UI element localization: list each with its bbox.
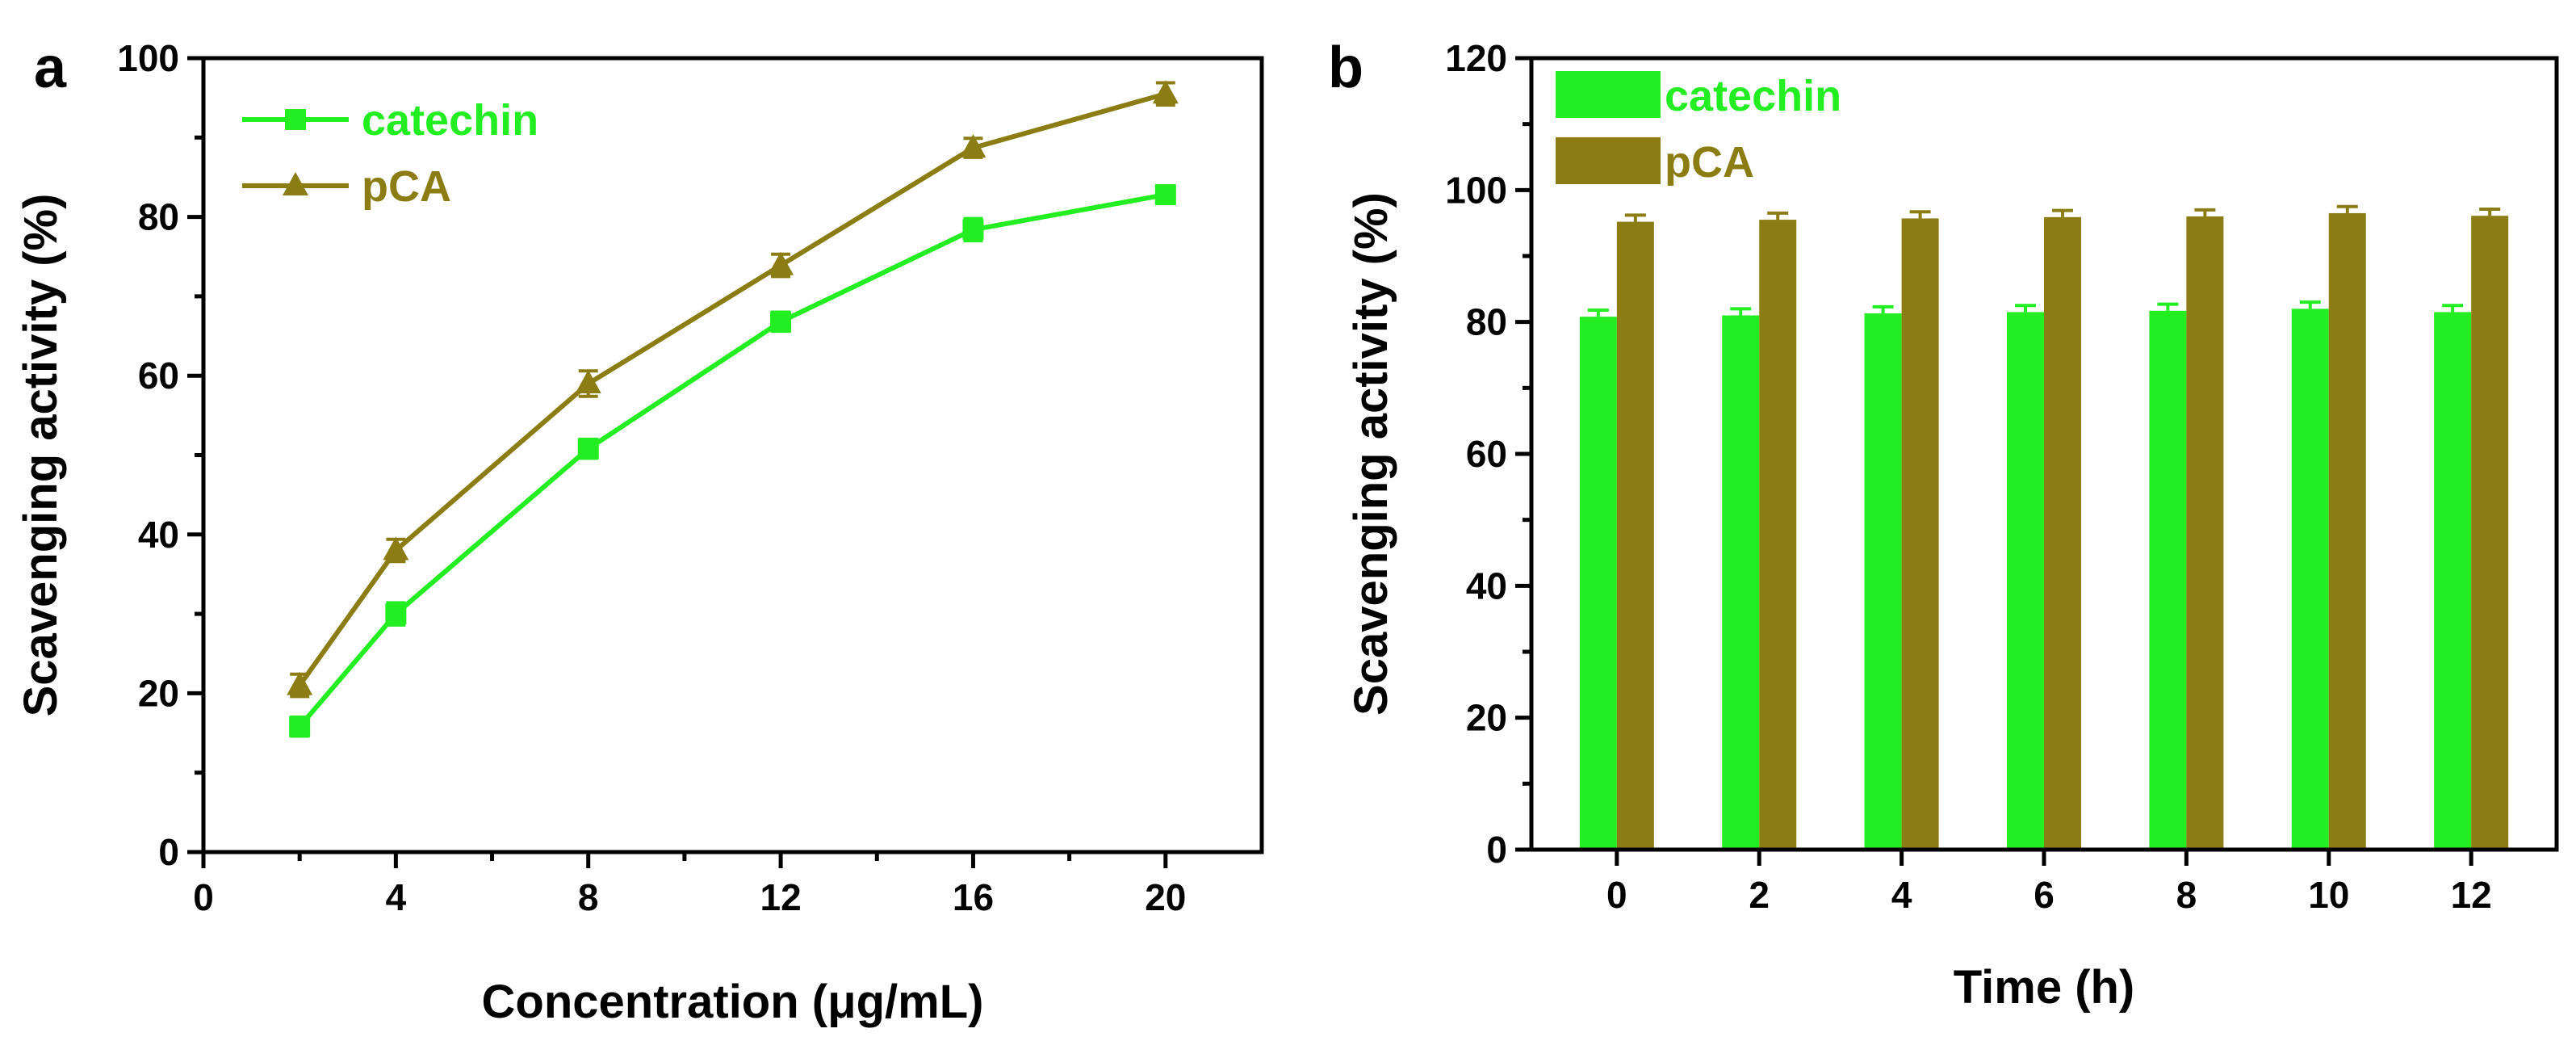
data-point-square [1154,184,1176,206]
data-point-square [770,311,792,333]
bar-pCA [1616,221,1654,850]
bar-pCA [1759,220,1797,850]
bar-catechin [1579,317,1617,850]
x-tick-label: 8 [578,876,599,918]
y-tick-label: 100 [117,37,179,79]
y-tick-label: 20 [1466,697,1507,739]
y-axis-label: Scavenging activity (%) [15,194,67,717]
x-tick-label: 0 [193,876,214,918]
series-line-pCA [297,91,1167,687]
bar-pCA [2186,216,2224,850]
x-tick-label: 16 [953,876,994,918]
y-tick-label: 60 [138,355,179,397]
x-tick-label: 4 [386,876,407,918]
y-tick-label: 80 [138,196,179,238]
y-tick-label: 40 [138,514,179,556]
panel-label-a: a [34,36,67,100]
legend-marker-square [285,109,306,130]
y-axis-label: Scavenging activity (%) [1345,192,1397,716]
x-axis-label: Concentration (μg/mL) [482,976,984,1028]
data-point-triangle [768,251,794,275]
data-point-square [577,438,599,460]
legend-swatch-catechin [1556,71,1661,118]
y-tick-label: 0 [158,831,179,873]
legend-label-pCA: pCA [1665,138,1754,187]
panel-label-b: b [1328,36,1363,100]
x-tick-label: 4 [1891,874,1912,916]
y-tick-label: 100 [1445,169,1507,211]
bar-catechin [2149,310,2187,850]
y-tick-label: 60 [1466,433,1507,475]
legend-label-catechin: catechin [1665,72,1841,120]
legend-marker-triangle [283,172,308,195]
x-tick-label: 8 [2176,874,2197,916]
y-tick-label: 20 [138,672,179,714]
bar-catechin [2007,312,2044,850]
bar-catechin [1722,315,1760,850]
data-point-triangle [383,536,409,560]
x-tick-label: 12 [2451,874,2492,916]
bar-catechin [1864,313,1902,850]
y-tick-label: 0 [1486,829,1507,871]
legend-label-pCA: pCA [362,162,451,211]
bar-pCA [2471,216,2509,850]
x-tick-label: 0 [1606,874,1627,916]
data-point-triangle [575,370,601,394]
legend-swatch-pCA [1556,137,1661,184]
bar-catechin [2291,309,2329,850]
x-tick-label: 2 [1749,874,1770,916]
x-tick-label: 20 [1145,876,1186,918]
data-point-square [385,603,407,625]
y-tick-label: 120 [1445,37,1507,79]
data-point-triangle [287,671,313,695]
bar-pCA [2328,212,2366,850]
x-axis-label: Time (h) [1954,961,2135,1014]
x-tick-label: 6 [2034,874,2055,916]
bar-pCA [2044,216,2081,850]
data-point-square [289,716,311,737]
data-point-triangle [960,134,986,158]
bar-pCA [1901,218,1939,850]
x-tick-label: 10 [2308,874,2349,916]
bar-catechin [2434,312,2472,850]
panel-a-line-chart: a 0 4 8 12 16 20 0 20 40 60 80 100 Concentration (μg/… [15,36,1264,1028]
series-line-catechin [297,192,1167,728]
y-tick-label: 40 [1466,565,1507,607]
data-point-triangle [1152,80,1179,104]
data-point-square [962,219,984,241]
x-tick-label: 12 [760,876,802,918]
y-tick-label: 80 [1466,301,1507,343]
legend-label-catechin: catechin [362,96,538,145]
